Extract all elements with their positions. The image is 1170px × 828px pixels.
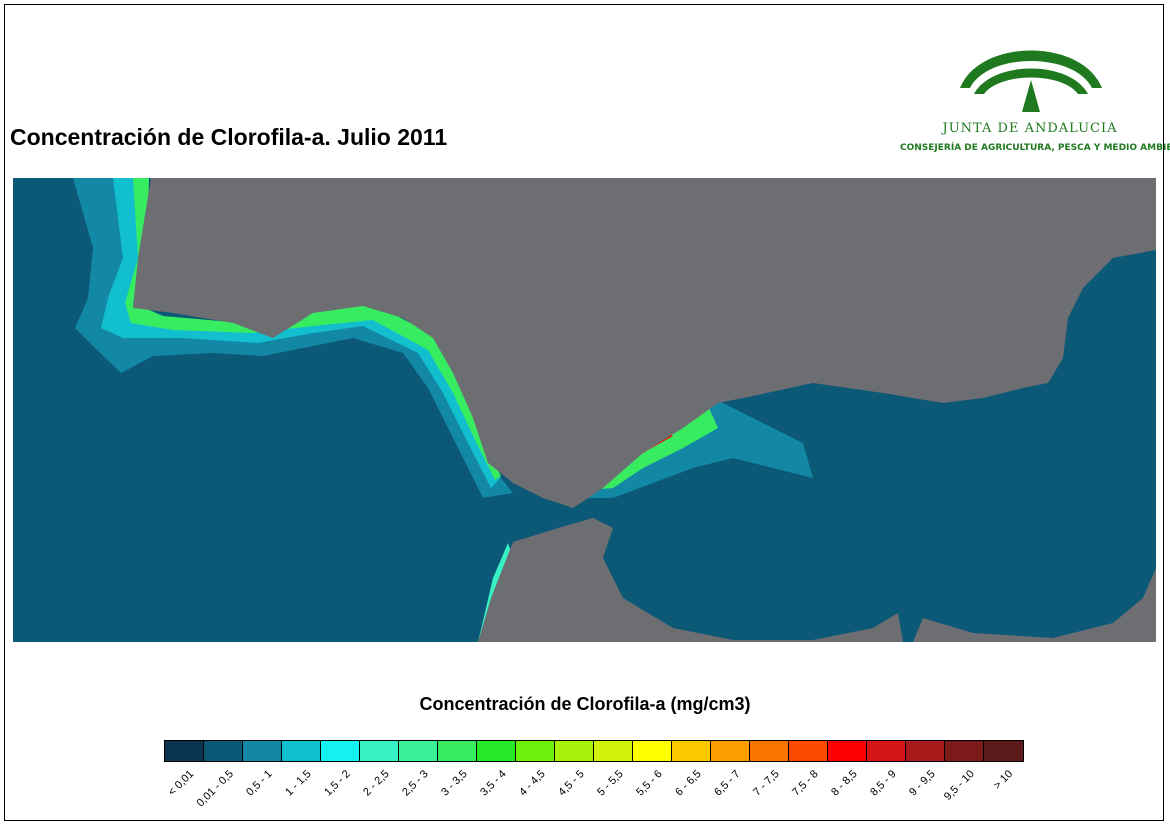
legend-swatch: [282, 741, 321, 761]
legend-label: 1 - 1,5: [282, 768, 314, 799]
legend-label: 2,5 - 3: [399, 768, 431, 799]
legend-label: 7 - 7,5: [750, 768, 782, 799]
land-iberia: [133, 178, 1156, 508]
legend-label: 3 - 3,5: [438, 768, 470, 799]
logo-department: CONSEJERÍA DE AGRICULTURA, PESCA Y MEDIO…: [900, 143, 1170, 153]
legend-swatch: [594, 741, 633, 761]
map-title: Concentración de Clorofila-a. Julio 2011: [10, 124, 448, 150]
legend-label: 0,5 - 1: [243, 768, 275, 799]
coastal-band-outer: [73, 178, 513, 498]
legend-swatch: [516, 741, 555, 761]
legend-label: 6 - 6,5: [672, 768, 704, 799]
legend-swatch: [750, 741, 789, 761]
legend-swatch: [477, 741, 516, 761]
legend-label: 4 - 4,5: [516, 768, 548, 799]
legend-swatch: [165, 741, 204, 761]
legend-label: 0,01 - 0,5: [194, 768, 236, 810]
legend-label: 7,5 - 8: [789, 768, 821, 799]
legend-swatch: [672, 741, 711, 761]
legend-swatch: [360, 741, 399, 761]
coastal-band-east: [583, 398, 813, 498]
legend-swatch: [555, 741, 594, 761]
legend-swatch: [438, 741, 477, 761]
legend-label: 1,5 - 2: [321, 768, 353, 799]
chlorophyll-map: [13, 178, 1156, 642]
coastal-band-inner: [125, 178, 501, 480]
logo-name: JUNTA DE ANDALUCIA: [942, 121, 1118, 136]
legend-swatch: [906, 741, 945, 761]
legend-label: < 0,01: [165, 768, 196, 799]
legend-swatch: [633, 741, 672, 761]
legend-label: 3,5 - 4: [477, 768, 509, 799]
legend-label: 5,5 - 6: [633, 768, 665, 799]
legend-label: 9,5 - 10: [941, 768, 977, 803]
legend-label: > 10: [990, 768, 1015, 792]
legend-swatch: [828, 741, 867, 761]
legend-swatch: [204, 741, 243, 761]
legend-swatch: [321, 741, 360, 761]
land-africa-east: [913, 568, 1156, 642]
legend-label: 8,5 - 9: [867, 768, 899, 799]
legend-swatch: [945, 741, 984, 761]
legend-color-bar: [164, 740, 1024, 762]
legend-label: 9 - 9,5: [906, 768, 938, 799]
legend-label: 4,5 - 5: [555, 768, 587, 799]
land-africa: [478, 518, 903, 642]
legend-swatch: [399, 741, 438, 761]
legend-title: Concentración de Clorofila-a (mg/cm3): [419, 694, 751, 714]
legend-swatch: [711, 741, 750, 761]
coastal-band-middle: [101, 178, 500, 488]
legend-label: 8 - 8,5: [828, 768, 860, 799]
legend-label: 2 - 2,5: [360, 768, 392, 799]
legend-label: 6,5 - 7: [711, 768, 743, 799]
legend-swatch: [984, 741, 1023, 761]
junta-andalucia-logo-icon: [960, 50, 1102, 112]
legend-swatch: [867, 741, 906, 761]
legend-label: 5 - 5,5: [594, 768, 626, 799]
legend-swatch: [789, 741, 828, 761]
legend-swatch: [243, 741, 282, 761]
